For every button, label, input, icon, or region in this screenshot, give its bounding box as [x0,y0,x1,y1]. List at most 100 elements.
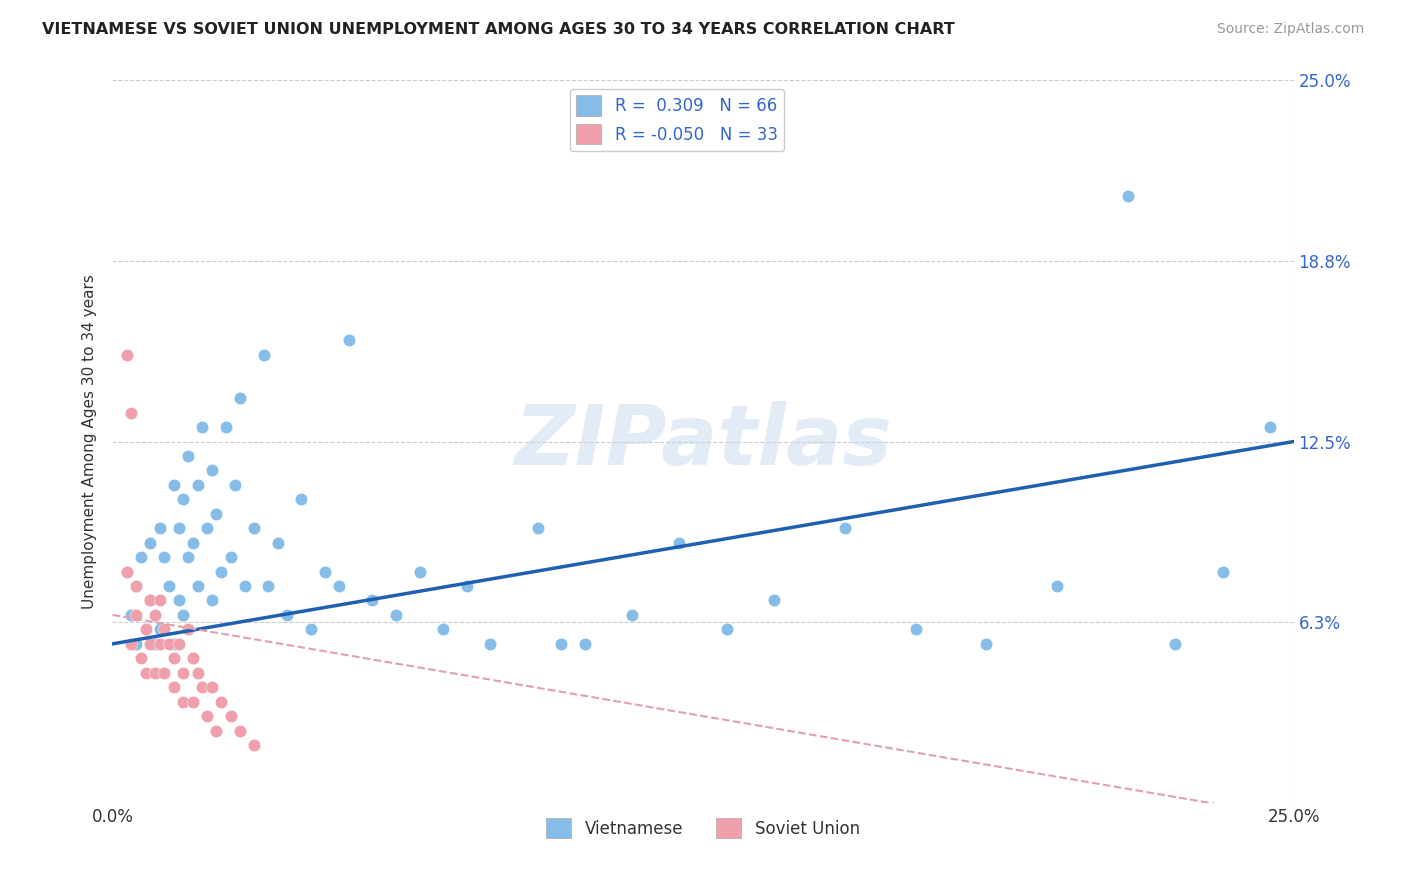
Point [135,623,157,637]
Point [153,550,176,565]
Point [125,607,148,622]
Point [201,463,224,477]
Point [139,593,162,607]
Point [163,637,186,651]
Point [1164,637,1187,651]
Point [157,637,180,651]
Point [172,492,194,507]
Point [186,478,208,492]
Point [139,593,162,607]
Point [115,565,138,579]
Point [139,637,162,651]
Point [163,478,186,492]
Point [215,420,238,434]
Point [716,623,738,637]
Point [205,507,228,521]
Point [177,449,200,463]
Point [1116,189,1139,203]
Point [224,478,246,492]
Point [314,565,336,579]
Point [129,550,152,565]
Y-axis label: Unemployment Among Ages 30 to 34 years: Unemployment Among Ages 30 to 34 years [82,274,97,609]
Point [191,680,214,694]
Point [167,593,190,607]
Point [172,607,194,622]
Text: Source: ZipAtlas.com: Source: ZipAtlas.com [1216,22,1364,37]
Point [243,738,266,752]
Point [267,535,290,549]
Point [195,709,218,723]
Point [167,521,190,535]
Point [115,565,138,579]
Point [904,623,927,637]
Point [276,607,298,622]
Point [157,579,180,593]
Point [115,348,138,362]
Point [143,637,166,651]
Point [834,521,856,535]
Point [1212,565,1234,579]
Point [153,665,176,680]
Point [385,607,408,622]
Point [550,637,572,651]
Point [143,665,166,680]
Point [149,623,172,637]
Point [219,550,242,565]
Point [201,680,224,694]
Point [149,637,172,651]
Point [163,680,186,694]
Point [976,637,998,651]
Point [229,723,252,738]
Point [574,637,596,651]
Point [195,521,218,535]
Text: VIETNAMESE VS SOVIET UNION UNEMPLOYMENT AMONG AGES 30 TO 34 YEARS CORRELATION CH: VIETNAMESE VS SOVIET UNION UNEMPLOYMENT … [42,22,955,37]
Point [205,723,228,738]
Point [526,521,548,535]
Point [139,535,162,549]
Point [120,607,142,622]
Point [1258,420,1281,434]
Point [135,623,157,637]
Point [229,391,252,405]
Point [181,535,204,549]
Point [257,579,280,593]
Point [1046,579,1069,593]
Point [135,665,157,680]
Point [479,637,502,651]
Point [120,406,142,420]
Point [299,623,322,637]
Point [129,651,152,665]
Point [191,420,214,434]
Point [361,593,384,607]
Point [149,593,172,607]
Point [668,535,690,549]
Point [432,623,454,637]
Point [456,579,478,593]
Point [153,623,176,637]
Point [290,492,312,507]
Point [163,651,186,665]
Text: ZIPatlas: ZIPatlas [515,401,891,482]
Point [337,334,360,348]
Point [125,579,148,593]
Point [186,665,208,680]
Point [181,695,204,709]
Point [219,709,242,723]
Point [201,593,224,607]
Point [143,607,166,622]
Point [181,651,204,665]
Point [253,348,276,362]
Point [125,637,148,651]
Point [621,607,644,622]
Point [172,665,194,680]
Point [233,579,256,593]
Point [186,579,208,593]
Point [177,623,200,637]
Point [328,579,350,593]
Point [149,521,172,535]
Point [120,637,142,651]
Legend: Vietnamese, Soviet Union: Vietnamese, Soviet Union [540,812,866,845]
Point [172,695,194,709]
Point [177,550,200,565]
Point [209,695,232,709]
